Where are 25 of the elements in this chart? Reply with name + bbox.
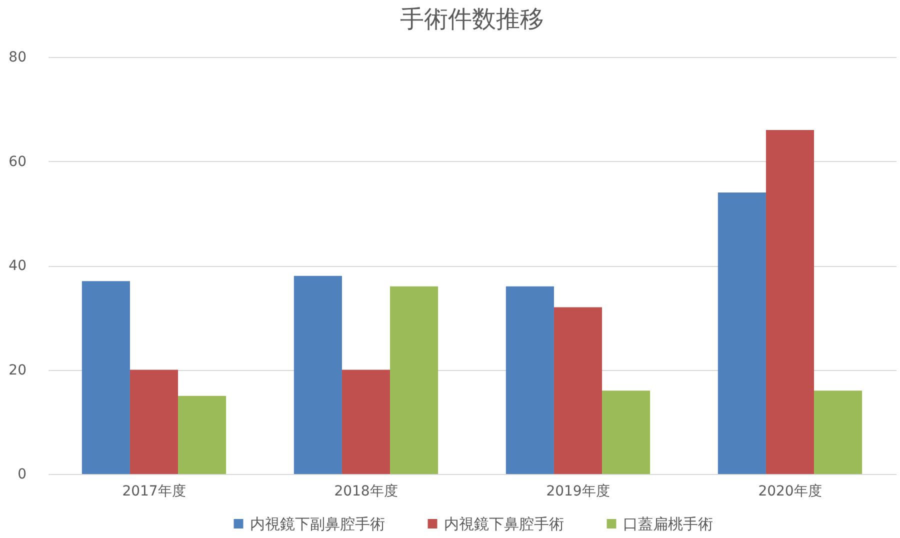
bar [766,130,814,474]
bar [294,276,342,474]
y-tick-label: 60 [8,154,26,170]
bar [390,286,438,474]
y-tick-label: 40 [8,258,26,274]
bar [602,390,650,474]
bar [178,396,226,474]
x-tick-label: 2018年度 [334,484,398,500]
chart-title: 手術件数推移 [400,5,544,33]
bar [342,370,390,474]
legend-label: 口蓋扁桃手術 [623,514,713,533]
bar [506,286,554,474]
y-tick-label: 0 [18,466,26,482]
y-tick-label: 20 [8,362,26,378]
x-tick-label: 2020年度 [758,484,822,500]
bar [554,307,602,474]
bar [82,281,130,474]
legend-label: 内視鏡下副鼻腔手術 [250,514,385,533]
bar [814,390,862,474]
x-tick-label: 2017年度 [122,484,186,500]
x-tick-label: 2019年度 [546,484,610,500]
bar [130,370,178,474]
y-tick-label: 80 [8,50,26,66]
bar [718,192,766,474]
legend-label: 内視鏡下鼻腔手術 [444,514,564,533]
